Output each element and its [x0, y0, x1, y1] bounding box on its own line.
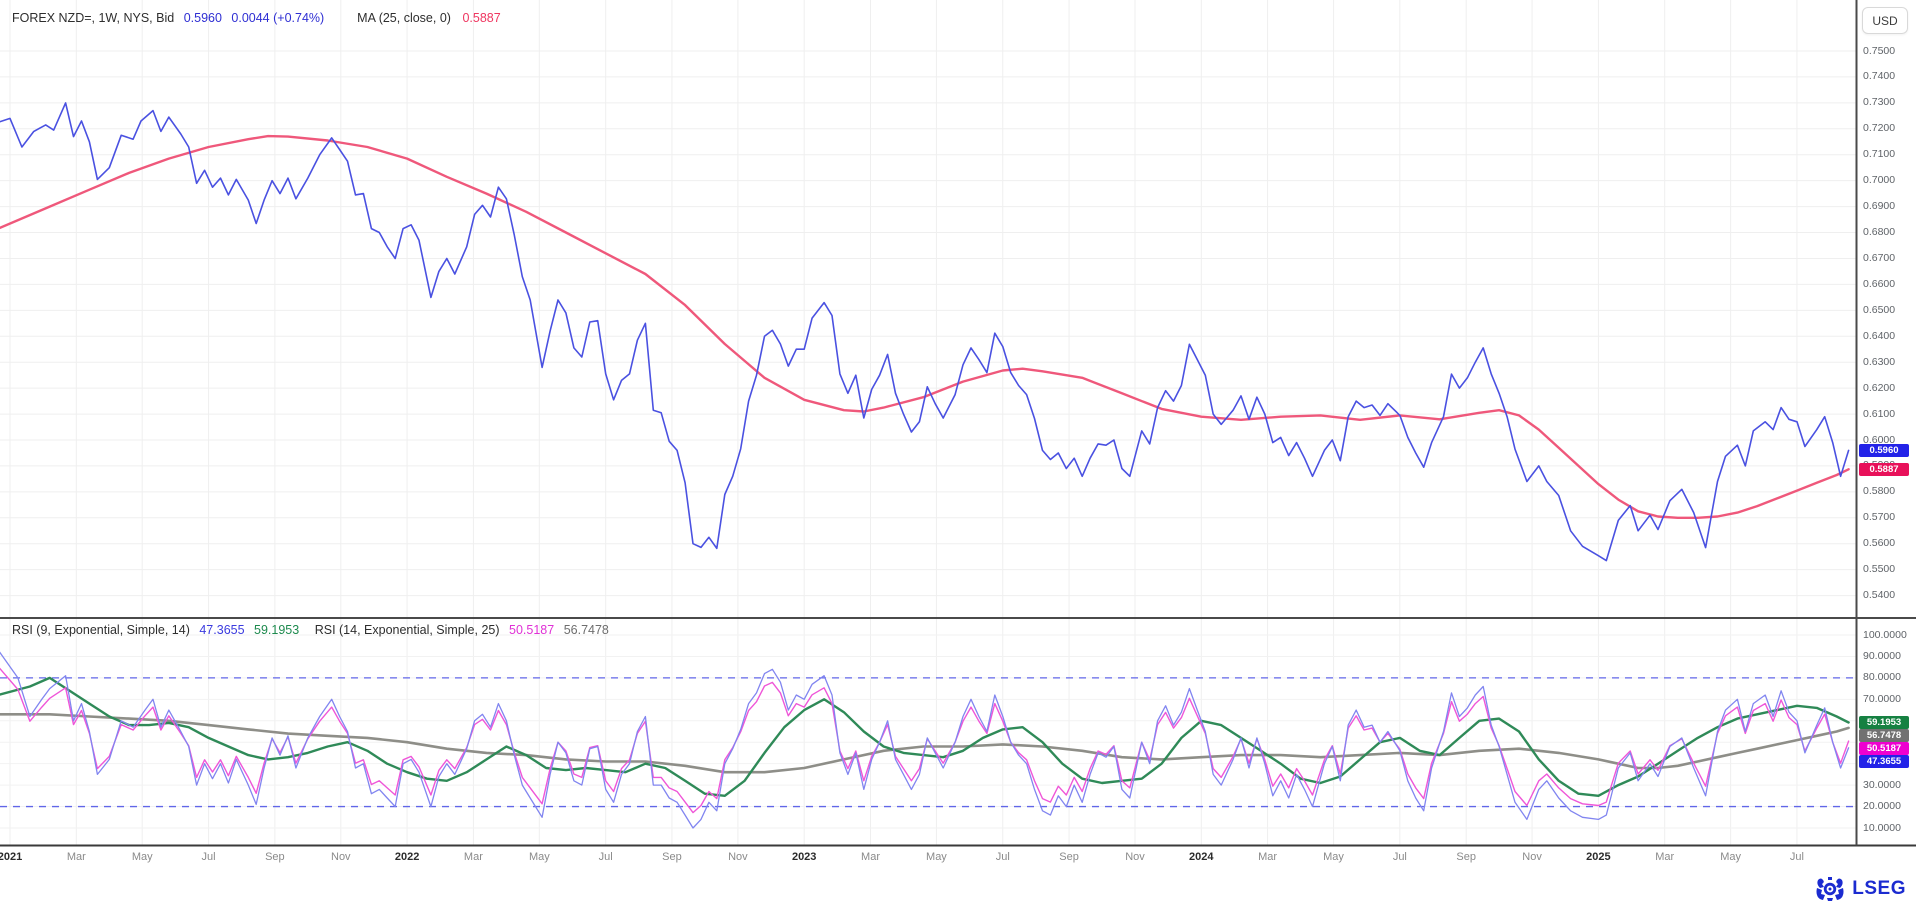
time-axis-label: Sep — [1059, 851, 1079, 863]
price-axis-label: 0.7400 — [1863, 70, 1896, 83]
price-axis-label: 0.5600 — [1863, 537, 1896, 550]
price-axis-label: 0.7000 — [1863, 174, 1896, 187]
price-axis-label: 0.6900 — [1863, 200, 1896, 213]
price-axis-label: 0.6100 — [1863, 407, 1896, 420]
price-axis-label: 0.6200 — [1863, 381, 1896, 394]
time-axis-label: Sep — [1456, 851, 1476, 863]
rsi1-value: 47.3655 — [199, 623, 245, 637]
ma-line[interactable] — [0, 134, 1850, 519]
time-axis-label: May — [528, 851, 550, 863]
rsi-fast-smoothing-line[interactable] — [0, 676, 1850, 797]
time-axis-label: May — [926, 851, 947, 863]
rsi1-smooth-value: 59.1953 — [254, 623, 300, 637]
time-axis-label: Nov — [728, 851, 748, 863]
price-axis-label: 0.6300 — [1863, 355, 1896, 368]
time-axis-label: Nov — [331, 851, 351, 863]
price-axis-label: 0.7100 — [1863, 148, 1896, 161]
rsi-14-line[interactable] — [0, 667, 1850, 814]
rsi-panel-legend[interactable]: RSI (9, Exponential, Simple, 14) 47.3655… — [12, 623, 615, 637]
price-axis-label: 0.5700 — [1863, 511, 1896, 524]
time-axis-label: Jul — [598, 851, 613, 863]
lseg-crest-icon — [1816, 877, 1844, 901]
price-axis-label: 0.6500 — [1863, 303, 1896, 316]
bid-price-line[interactable] — [0, 102, 1850, 562]
last-price-badge: 0.5960 — [1859, 443, 1909, 457]
rsi2-value: 50.5187 — [509, 623, 555, 637]
rsi2-smooth-value: 56.7478 — [563, 623, 609, 637]
lseg-logo: LSEG — [1815, 876, 1906, 902]
time-axis-label: 2022 — [394, 851, 420, 863]
rsi2-label: RSI (14, Exponential, Simple, 25) — [314, 623, 500, 637]
price-axis-label: 0.5800 — [1863, 485, 1896, 498]
price-axis-label: 0.6400 — [1863, 329, 1896, 342]
time-axis-label: 2025 — [1586, 851, 1611, 863]
price-axis-label: 0.6700 — [1863, 251, 1896, 264]
rsi-slow-smoothing-line[interactable] — [0, 712, 1850, 774]
time-axis-label: Mar — [861, 851, 880, 863]
last-price-value: 0.5960 — [183, 11, 222, 25]
price-axis-label: 0.7200 — [1863, 122, 1896, 135]
rsi-value-badge: 59.1953 — [1859, 716, 1909, 729]
time-axis-label: May — [131, 851, 153, 863]
price-axis-label: 0.5400 — [1863, 589, 1896, 602]
price-axis-label: 0.6600 — [1863, 277, 1896, 290]
rsi-axis-label: 100.0000 — [1863, 628, 1907, 641]
time-axis-label: Jul — [201, 851, 216, 863]
rsi-value-badge: 47.3655 — [1859, 755, 1909, 768]
time-axis-label: Mar — [1258, 851, 1278, 863]
time-axis-label: Jul — [1789, 851, 1804, 863]
time-axis-label: Mar — [66, 851, 86, 863]
lseg-wordmark: LSEG — [1852, 878, 1906, 899]
price-axis-label: 0.6000 — [1863, 433, 1896, 446]
rsi-value-badge: 50.5187 — [1859, 742, 1909, 755]
rsi-axis-label: 70.0000 — [1863, 692, 1901, 705]
time-axis-label: Nov — [1125, 851, 1145, 863]
ma-value-badge: 0.5887 — [1859, 462, 1909, 476]
time-axis-label: Mar — [1655, 851, 1675, 863]
rsi-axis-label: 10.0000 — [1863, 821, 1901, 834]
time-axis-label: 2021 — [0, 851, 23, 863]
rsi-axis-label: 90.0000 — [1863, 649, 1901, 662]
time-axis-label: Sep — [662, 851, 682, 863]
time-axis-label: Jul — [1392, 851, 1407, 863]
time-axis-label: Nov — [1522, 851, 1542, 863]
price-axis-label: 0.7300 — [1863, 96, 1896, 109]
rsi-9-line[interactable] — [0, 650, 1850, 829]
rsi-axis-label: 20.0000 — [1863, 800, 1901, 813]
time-axis-label: Jul — [995, 851, 1010, 863]
rsi1-label: RSI (9, Exponential, Simple, 14) — [12, 623, 190, 637]
price-axis-label: 0.7500 — [1863, 44, 1896, 57]
instrument-title: FOREX NZD=, 1W, NYS, Bid — [12, 11, 175, 25]
main-chart-legend[interactable]: FOREX NZD=, 1W, NYS, Bid 0.5960 0.0044 (… — [12, 11, 507, 25]
time-axis-label: Sep — [265, 851, 285, 863]
time-axis-label: May — [1720, 851, 1742, 863]
ma-legend-label: MA (25, close, 0) — [357, 11, 451, 25]
rsi-value-badge: 56.7478 — [1859, 729, 1909, 742]
price-axis-label: 0.6800 — [1863, 226, 1896, 239]
rsi-axis-label: 30.0000 — [1863, 778, 1901, 791]
time-axis-label: 2024 — [1189, 851, 1214, 863]
ma-value: 0.5887 — [462, 11, 501, 25]
time-axis-label: 2023 — [791, 851, 817, 863]
rsi-axis-label: 80.0000 — [1863, 671, 1901, 684]
price-axis-label: 0.5500 — [1863, 563, 1896, 576]
price-change-value: 0.0044 (+0.74%) — [231, 11, 325, 25]
time-axis-label: Mar — [463, 851, 483, 863]
time-axis-label: May — [1323, 851, 1344, 863]
currency-axis-button[interactable]: USD — [1862, 7, 1908, 34]
